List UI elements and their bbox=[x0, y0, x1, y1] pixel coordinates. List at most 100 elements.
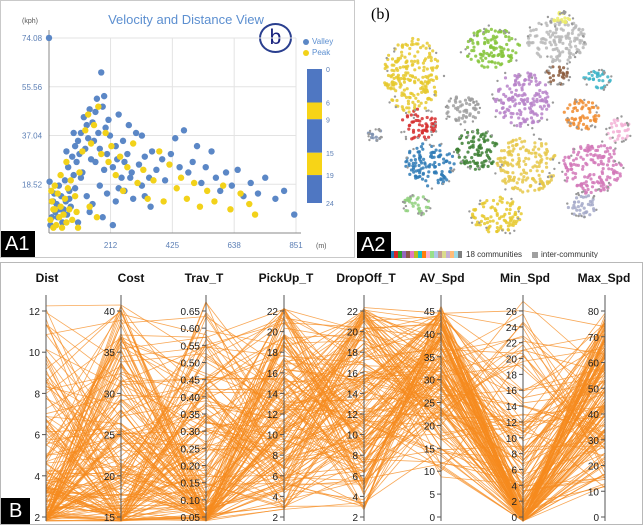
scatter-point bbox=[202, 163, 209, 171]
scatter-point bbox=[47, 216, 54, 224]
axis-tick-label: 24 bbox=[506, 323, 518, 334]
axis-tick-label: 30 bbox=[104, 389, 116, 400]
scatter-point bbox=[246, 200, 253, 208]
axis-tick-label: 45 bbox=[424, 307, 436, 318]
scatter-point bbox=[60, 211, 67, 218]
scatter-point bbox=[98, 69, 105, 76]
community-cluster bbox=[444, 95, 482, 126]
axis-tick-label: 6 bbox=[272, 472, 278, 483]
legend-item-valley[interactable]: Valley bbox=[303, 36, 333, 47]
community-swatch bbox=[426, 251, 430, 258]
scatter-point bbox=[95, 103, 102, 110]
scatter-point bbox=[129, 140, 137, 147]
axis-tick-label: 22 bbox=[347, 307, 359, 318]
scatter-point bbox=[156, 148, 163, 155]
scatter-point bbox=[82, 127, 89, 134]
legend-label-valley: Valley bbox=[312, 37, 334, 46]
peak-dot-icon bbox=[303, 49, 309, 56]
scatter-point bbox=[227, 206, 234, 213]
y-tick-label: 37.04 bbox=[22, 132, 43, 141]
legend-item-peak[interactable]: Peak bbox=[303, 47, 333, 58]
axis-tick-label: 30 bbox=[588, 436, 600, 447]
community-cluster bbox=[566, 190, 598, 219]
community-cluster bbox=[544, 65, 572, 86]
axis-tick-label: 18 bbox=[267, 348, 279, 359]
scatter-point bbox=[180, 127, 188, 134]
axis-tick-label: 0.05 bbox=[181, 513, 201, 524]
axis-tick-label: 0.45 bbox=[181, 376, 201, 387]
axis-tick-label: 4 bbox=[511, 481, 517, 492]
panel-tag-b: B bbox=[1, 498, 31, 524]
scatter-point bbox=[103, 150, 111, 158]
scatter-point bbox=[73, 158, 80, 166]
axis-tick-label: 0 bbox=[429, 513, 435, 524]
axis-tick-label: 10 bbox=[506, 434, 518, 445]
community-cluster-plot[interactable] bbox=[357, 0, 643, 258]
scatter-point bbox=[208, 148, 215, 155]
community-cluster bbox=[526, 15, 588, 65]
community-cluster bbox=[401, 194, 432, 217]
axis-tick-label: 40 bbox=[104, 307, 116, 318]
community-cluster bbox=[455, 128, 499, 171]
axis-tick-label: 50 bbox=[588, 384, 600, 395]
scatter-point bbox=[63, 148, 70, 155]
community-panel: (b) 18 communities inter-community A2 bbox=[357, 0, 643, 258]
community-count-label: 18 communities bbox=[466, 250, 523, 258]
axis-tick-label: 0.10 bbox=[181, 496, 201, 507]
axis-tick-label: 16 bbox=[506, 386, 518, 397]
axis-tick-label: 4 bbox=[34, 472, 40, 483]
scatter-point bbox=[219, 182, 227, 189]
axis-tick-label: 0 bbox=[511, 513, 517, 524]
axis-tick-label: 40 bbox=[424, 330, 436, 341]
scatter-point bbox=[172, 135, 179, 142]
scatter-point bbox=[64, 163, 72, 171]
community-swatch bbox=[410, 251, 414, 258]
axis-tick-label: 0.40 bbox=[181, 393, 201, 404]
scatter-point bbox=[103, 190, 111, 197]
axis-tick-label: 8 bbox=[34, 389, 40, 400]
inter-community-label: inter-community bbox=[541, 250, 598, 258]
x-axis-unit: (m) bbox=[316, 243, 327, 250]
scatter-point bbox=[100, 92, 108, 100]
scatter-point bbox=[99, 214, 106, 221]
scatter-point bbox=[64, 185, 72, 192]
scatter-point bbox=[251, 211, 259, 218]
community-cluster bbox=[459, 24, 522, 69]
parallel-coordinates-plot[interactable]: Dist12108642Cost403530252015Trav_T0.650.… bbox=[1, 263, 643, 525]
axis-name-min_spd: Min_Spd bbox=[500, 271, 550, 285]
axis-tick-label: 20 bbox=[506, 355, 518, 366]
scatter-plot[interactable]: 212 425 638 851 (m) 74.08 55.56 37.04 18.52 0 6 9 15… bbox=[1, 1, 355, 258]
community-swatches bbox=[390, 251, 462, 258]
community-cluster bbox=[494, 133, 561, 194]
scatter-point bbox=[98, 150, 105, 158]
scatter-point bbox=[160, 198, 167, 205]
community-swatch bbox=[454, 251, 458, 258]
scatter-point bbox=[119, 187, 127, 195]
x-tick-label: 425 bbox=[166, 241, 180, 250]
community-cluster bbox=[562, 98, 601, 131]
scatter-point bbox=[237, 190, 244, 197]
scatter-point bbox=[58, 224, 66, 231]
colorbar-band bbox=[307, 119, 322, 153]
axis-tick-label: 0 bbox=[593, 513, 599, 524]
axis-tick-label: 20 bbox=[424, 421, 436, 432]
axis-tick-label: 8 bbox=[511, 450, 517, 461]
scatter-point bbox=[79, 148, 86, 155]
community-cluster bbox=[366, 127, 383, 142]
scatter-point bbox=[125, 121, 133, 129]
axis-name-av_spd: AV_Spd bbox=[419, 271, 464, 285]
colorbar-tick: 15 bbox=[326, 151, 334, 158]
scatter-point bbox=[161, 177, 169, 184]
axis-tick-label: 12 bbox=[267, 410, 279, 421]
scatter-point bbox=[167, 150, 175, 158]
scatter-point bbox=[83, 192, 90, 200]
legend-label-peak: Peak bbox=[312, 48, 331, 57]
community-swatch bbox=[406, 251, 410, 258]
axis-tick-label: 26 bbox=[506, 307, 518, 318]
axis-name-trav_t: Trav_T bbox=[185, 271, 224, 285]
axis-tick-label: 25 bbox=[104, 431, 116, 442]
axis-tick-label: 10 bbox=[347, 431, 359, 442]
axis-tick-label: 35 bbox=[424, 353, 436, 364]
community-title: (b) bbox=[371, 6, 390, 23]
scatter-point bbox=[96, 145, 103, 152]
